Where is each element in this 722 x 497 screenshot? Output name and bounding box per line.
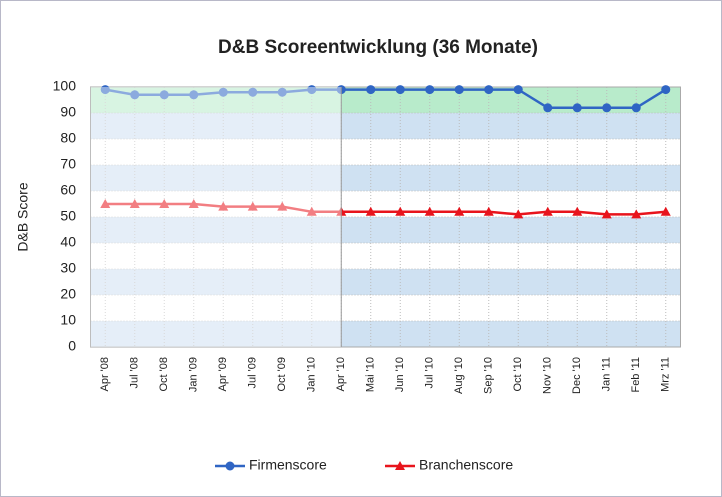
marker (130, 90, 140, 100)
marker (100, 199, 111, 208)
x-tick-label: Aug '10 (453, 357, 465, 394)
marker (366, 85, 376, 95)
x-tick-label: Apr '10 (335, 357, 347, 392)
history-overlay (90, 87, 342, 347)
marker (277, 87, 287, 97)
x-tick-label: Jul '09 (247, 357, 259, 388)
series-line (105, 88, 667, 110)
band (90, 113, 681, 139)
marker (307, 85, 317, 95)
marker (247, 201, 258, 211)
x-tick-label: Dec '10 (571, 357, 583, 394)
marker (100, 85, 110, 95)
marker (602, 103, 612, 113)
x-tick-label: Mai '10 (365, 357, 377, 392)
x-tick-label: Feb '11 (630, 357, 642, 393)
x-tick-label: Jan '10 (306, 357, 318, 392)
marker (218, 201, 229, 211)
y-tick-label: 0 (68, 338, 76, 354)
y-tick-label: 30 (60, 260, 76, 276)
marker (188, 199, 199, 208)
y-axis-label: D&B Score (15, 182, 31, 251)
y-tick-label: 50 (60, 208, 76, 224)
marker (631, 103, 641, 113)
marker (542, 206, 553, 216)
series-line (105, 202, 666, 216)
x-tick-label: Oct '08 (158, 357, 170, 392)
legend-label: Branchenscore (419, 457, 513, 473)
x-tick-label: Oct '10 (512, 357, 524, 392)
y-tick-label: 90 (60, 104, 76, 120)
marker (159, 90, 169, 100)
marker (159, 199, 170, 208)
marker (277, 201, 288, 211)
x-tick-label: Jul '10 (424, 357, 436, 388)
band (90, 243, 681, 269)
marker (631, 209, 642, 219)
x-tick-label: Nov '10 (542, 357, 554, 394)
y-tick-label: 70 (60, 156, 76, 172)
marker (248, 87, 258, 97)
x-tick-label: Apr '08 (99, 357, 111, 392)
y-tick-label: 60 (60, 182, 76, 198)
marker (365, 206, 376, 216)
marker (661, 85, 671, 95)
marker (660, 206, 671, 216)
marker (513, 209, 524, 219)
marker (483, 206, 494, 216)
marker (189, 90, 199, 100)
x-tick-label: Jan '11 (601, 357, 613, 391)
band (90, 165, 681, 191)
legend-label: Firmenscore (249, 457, 327, 473)
marker (572, 206, 583, 216)
band (90, 269, 681, 295)
x-tick-label: Jan '09 (188, 357, 200, 392)
marker (601, 209, 612, 219)
y-tick-label: 80 (60, 130, 76, 146)
chart-title: D&B Scoreentwicklung (36 Monate) (218, 37, 538, 58)
marker (395, 85, 405, 95)
marker (425, 85, 435, 95)
marker (129, 199, 140, 208)
marker (424, 206, 435, 216)
x-tick-label: Sep '10 (483, 357, 495, 394)
band (90, 139, 681, 165)
marker (513, 85, 523, 95)
legend-marker (225, 461, 235, 471)
y-tick-label: 10 (60, 312, 76, 328)
y-tick-label: 40 (60, 234, 76, 250)
band (90, 217, 681, 243)
y-tick-label: 20 (60, 286, 76, 302)
marker (306, 206, 317, 216)
band (90, 295, 681, 321)
x-tick-label: Oct '09 (276, 357, 288, 392)
marker (454, 206, 465, 216)
y-tick-label: 100 (53, 78, 77, 94)
x-tick-label: Jul '08 (129, 357, 141, 388)
x-tick-label: Apr '09 (217, 357, 229, 392)
marker (395, 206, 406, 216)
marker (543, 103, 553, 113)
marker (484, 85, 494, 95)
band (90, 321, 681, 347)
plot-border (90, 86, 681, 348)
marker (572, 103, 582, 113)
x-tick-label: Jun '10 (394, 357, 406, 392)
legend-marker (395, 461, 405, 470)
marker (218, 87, 228, 97)
marker (454, 85, 464, 95)
x-tick-label: Mrz '11 (660, 357, 672, 392)
